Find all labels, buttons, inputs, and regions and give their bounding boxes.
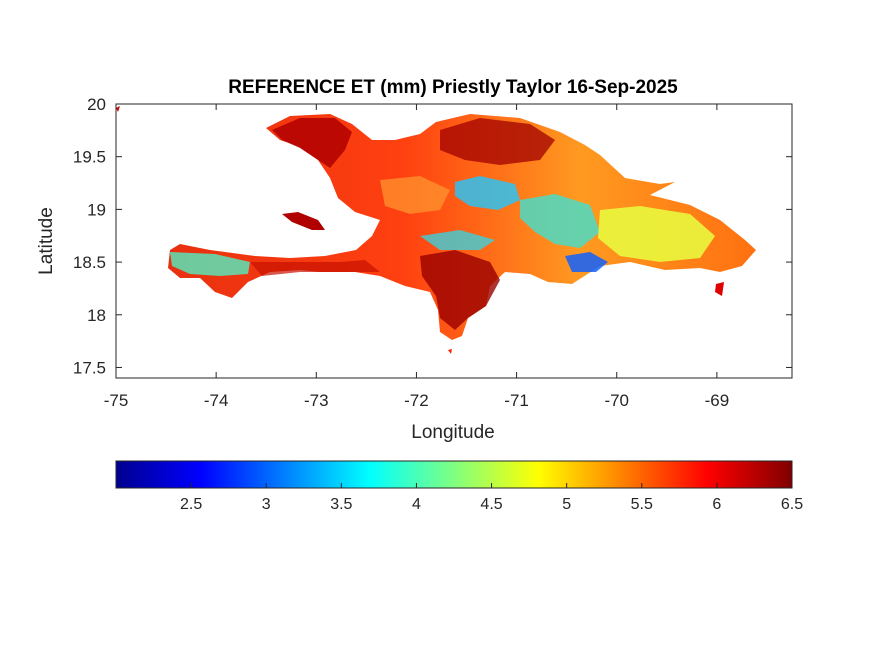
x-axis-ticks: -75 -74 -73 -72 -71 -70 -69	[104, 104, 729, 410]
y-tick-label: 18	[87, 306, 106, 325]
map-layer	[116, 106, 756, 354]
land-gonave-island	[282, 212, 325, 230]
region-dominican-north-coast	[440, 118, 555, 165]
colorbar	[115, 460, 793, 489]
region-tiburon-peninsula-west	[170, 252, 250, 276]
region-southern-ridge	[420, 230, 495, 250]
region-barahona-south	[420, 250, 500, 330]
x-tick-label: -72	[404, 391, 429, 410]
y-axis-label: Latitude	[36, 207, 57, 275]
x-tick-label: -69	[705, 391, 730, 410]
colorbar-tick-label: 4.5	[480, 496, 502, 513]
land-tortuga-cay	[448, 349, 452, 354]
land-hispaniola-main	[168, 114, 756, 340]
x-tick-label: -70	[604, 391, 629, 410]
colorbar-ticks: 2.5 3 3.5 4 4.5 5 5.5 6 6.5	[180, 483, 803, 513]
land-navassa-tiny	[116, 106, 120, 112]
y-tick-label: 19.5	[73, 148, 106, 167]
colorbar-tick-label: 3	[262, 496, 271, 513]
colorbar-tick-label: 6.5	[781, 496, 803, 513]
colorbar-tick-label: 4	[412, 496, 421, 513]
x-tick-label: -73	[304, 391, 329, 410]
x-axis-label: Longitude	[411, 422, 494, 443]
y-tick-label: 18.5	[73, 253, 106, 272]
region-north-haiti-high	[272, 118, 352, 168]
region-cibao-valley	[455, 176, 520, 210]
x-tick-label: -75	[104, 391, 129, 410]
x-tick-label: -74	[204, 391, 229, 410]
colorbar-tick-label: 5.5	[631, 496, 653, 513]
region-cordillera-central	[520, 194, 600, 248]
region-eastern-plains	[598, 206, 715, 262]
colorbar-tick-label: 2.5	[180, 496, 202, 513]
y-tick-label: 17.5	[73, 358, 106, 377]
region-santo-domingo-south	[565, 252, 608, 272]
colorbar-tick-label: 3.5	[330, 496, 352, 513]
region-central-haiti	[380, 176, 450, 214]
y-tick-label: 19	[87, 200, 106, 219]
y-axis-ticks: 17.5 18 18.5 19 19.5 20	[73, 95, 792, 377]
region-southwest-peninsula	[250, 260, 380, 276]
land-saona-island	[715, 282, 724, 296]
y-tick-label: 20	[87, 95, 106, 114]
colorbar-tick-label: 5	[562, 496, 571, 513]
x-tick-label: -71	[504, 391, 529, 410]
colorbar-tick-label: 6	[712, 496, 721, 513]
chart-title: REFERENCE ET (mm) Priestly Taylor 16-Sep…	[228, 77, 678, 98]
